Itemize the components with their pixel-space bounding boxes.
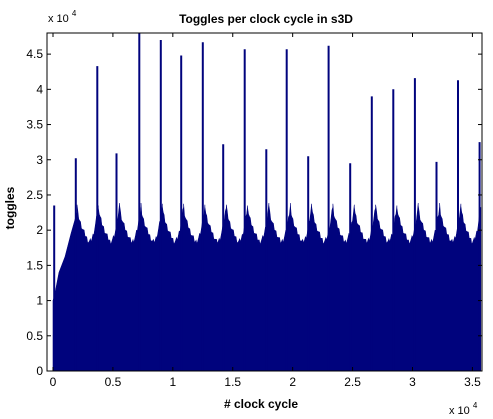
- y-tick-label: 2.5: [26, 188, 43, 202]
- y-tick-label: 3: [36, 153, 43, 167]
- x-tick-label: 2: [289, 375, 296, 389]
- y-tick-label: 0.5: [26, 329, 43, 343]
- y-tick-label: 3.5: [26, 118, 43, 132]
- x-axis-label: # clock cycle: [224, 397, 298, 411]
- y-tick-label: 1: [36, 294, 43, 308]
- y-tick-label: 1.5: [26, 258, 43, 272]
- spike-series: [53, 33, 481, 371]
- y-axis-label: toggles: [3, 186, 17, 229]
- x-tick-label: 1: [169, 375, 176, 389]
- y-multiplier-base: x 10: [48, 13, 69, 25]
- y-multiplier-label: x 10 4: [48, 9, 77, 25]
- x-tick-label: 3: [409, 375, 416, 389]
- y-tick-label: 2: [36, 223, 43, 237]
- x-axis: 0 0.5 1 1.5 2 2.5 3 3.5: [50, 33, 481, 389]
- y-axis: 0 0.5 1 1.5 2 2.5 3 3.5 4 4.5: [26, 47, 482, 378]
- y-tick-label: 4: [36, 82, 43, 96]
- x-tick-label: 3.5: [464, 375, 481, 389]
- y-multiplier-exp: 4: [72, 9, 77, 18]
- axes-box: [46, 32, 483, 372]
- y-tick-label: 4.5: [26, 47, 43, 61]
- x-tick-label: 0: [50, 375, 57, 389]
- x-multiplier-base: x 10: [449, 405, 470, 417]
- y-tick-label: 0: [36, 364, 43, 378]
- x-tick-label: 1.5: [224, 375, 241, 389]
- x-tick-label: 0.5: [105, 375, 122, 389]
- chart-title: Toggles per clock cycle in s3D: [179, 12, 353, 26]
- x-multiplier-exp: 4: [473, 401, 478, 410]
- x-multiplier-label: x 10 4: [449, 401, 478, 417]
- x-tick-label: 2.5: [344, 375, 361, 389]
